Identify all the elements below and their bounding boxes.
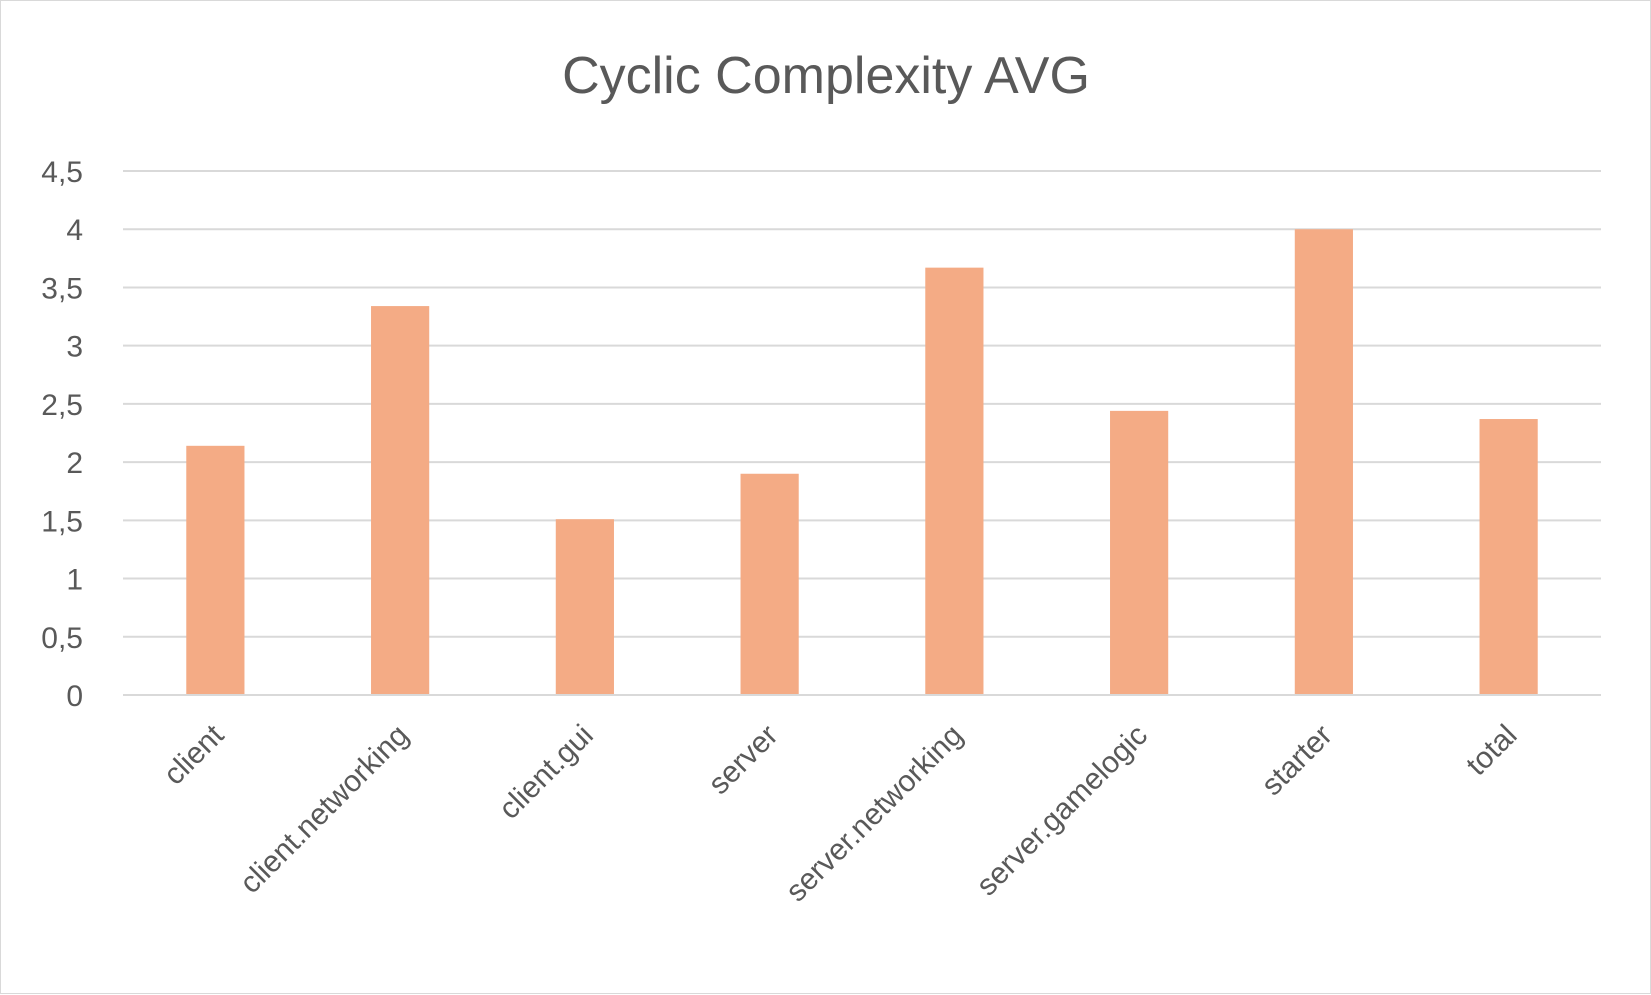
gridlines [123,170,1601,638]
x-tick-label: client [157,718,230,791]
chart-title: Cyclic Complexity AVG [562,47,1090,105]
y-axis-ticks: 0 0,5 1 1,5 2 2,5 3 3,5 4 4,5 [41,156,83,713]
x-axis-ticks: client client.networking client.gui servers… [157,718,1523,908]
bar [1479,419,1538,695]
y-tick-label: 1 [66,564,83,597]
bar [925,267,984,695]
x-tick-label: server.gamelogic [970,719,1154,903]
x-tick-label: client.networking [234,719,415,900]
y-tick-label: 4,5 [41,156,83,189]
x-tick-label: starter [1255,719,1338,802]
y-tick-label: 2,5 [41,389,83,422]
bar [371,306,430,695]
y-tick-label: 4 [66,214,83,247]
bar [1294,229,1353,695]
bars [186,229,1538,695]
bar [555,519,614,695]
y-tick-label: 0,5 [41,622,83,655]
bar [740,473,799,695]
y-tick-label: 0 [66,680,83,713]
x-tick-label: client.gui [493,719,600,826]
y-tick-label: 3,5 [41,272,83,305]
bar [1110,410,1169,695]
x-tick-label: server.networking [780,719,970,909]
bar [186,445,245,695]
y-tick-label: 1,5 [41,505,83,538]
y-tick-label: 2 [66,447,83,480]
x-tick-label: total [1460,719,1523,782]
x-tick-label: server [702,719,784,801]
y-tick-label: 3 [66,331,83,364]
